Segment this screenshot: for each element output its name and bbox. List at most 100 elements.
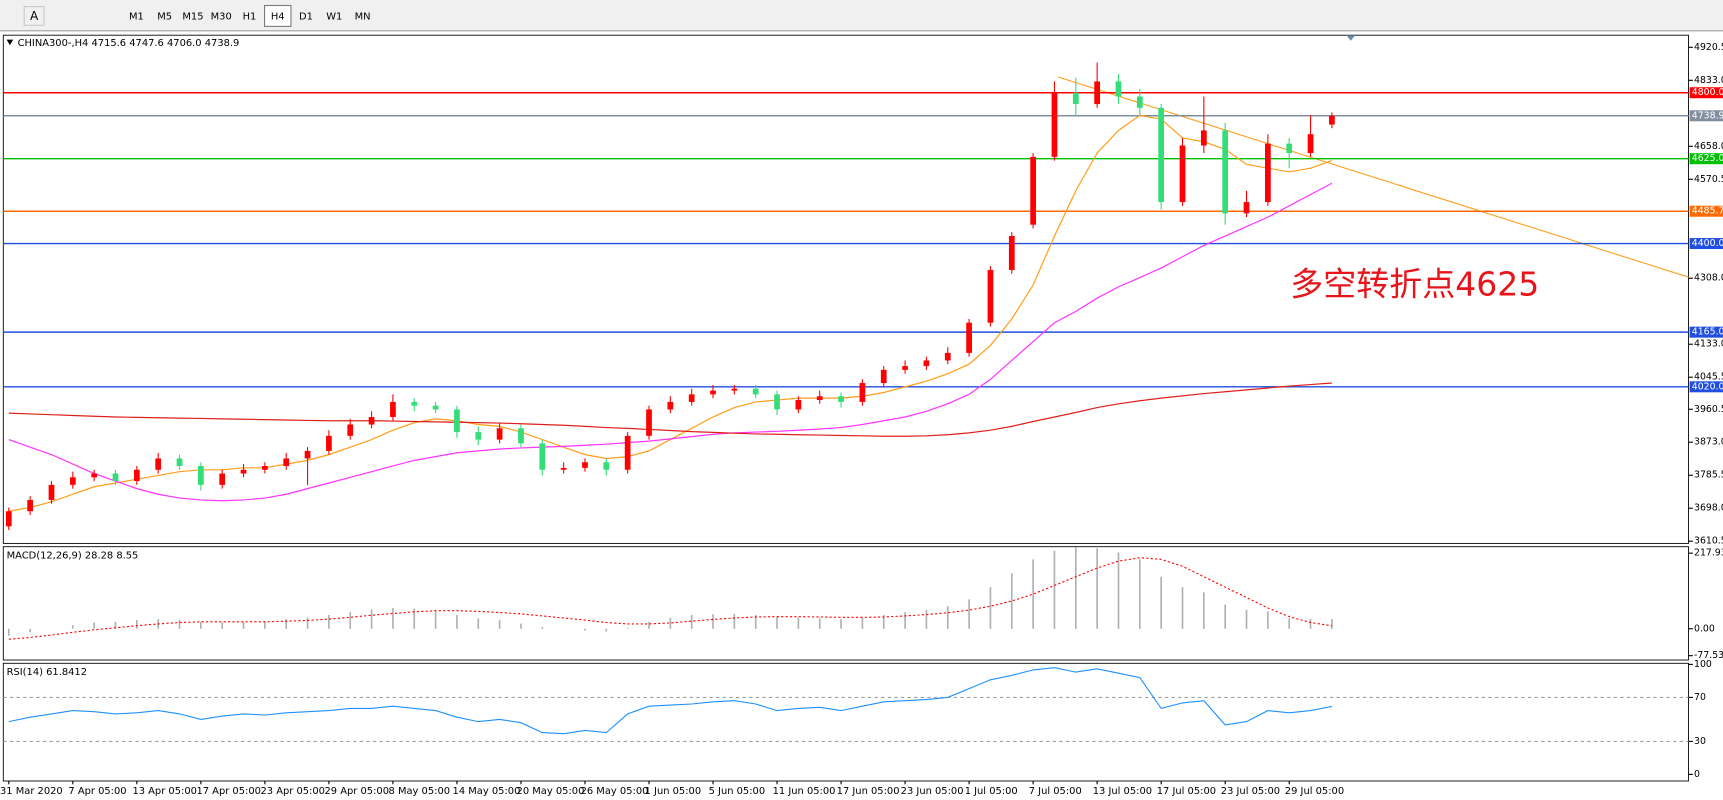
candle-body — [176, 458, 183, 466]
candle-body — [262, 465, 268, 470]
x-tick-label: 7 Apr 05:00 — [68, 786, 126, 797]
candle-body — [219, 473, 226, 485]
candle-body — [1286, 143, 1293, 154]
candle-body — [347, 424, 354, 436]
candle-body — [816, 396, 823, 401]
x-tick-label: 23 Jul 05:00 — [1221, 786, 1280, 797]
timeframe-button[interactable] — [151, 5, 178, 27]
candle-body — [582, 462, 588, 468]
level-label-box — [1689, 153, 1723, 165]
y-tick-label: 4920.5 — [1694, 42, 1723, 53]
y-tick-label: -77.53 — [1694, 650, 1723, 661]
candle-body — [944, 352, 951, 361]
candle-body — [1030, 156, 1036, 225]
candle-body — [795, 400, 802, 410]
level-label: 4738.9 — [1692, 110, 1723, 121]
timeframe-button[interactable] — [349, 5, 376, 27]
candle-body — [966, 322, 972, 353]
candle-body — [155, 458, 162, 470]
y-tick-label: 4833.0 — [1694, 75, 1723, 86]
candle-body — [240, 469, 247, 474]
level-label-box — [1689, 110, 1723, 122]
timeframe-button[interactable] — [264, 4, 292, 27]
chart-title: CHINA300-,H4 4715.6 4747.6 4706.0 4738.9 — [18, 38, 240, 49]
timeframe-label: M1 — [129, 12, 144, 23]
y-tick-label: 0 — [1694, 769, 1700, 780]
y-tick-label: 70 — [1694, 692, 1706, 703]
candle-body — [326, 435, 332, 451]
timeframe-button[interactable] — [179, 5, 207, 27]
candle-body — [1094, 81, 1101, 105]
y-tick-label: 3698.0 — [1694, 503, 1723, 514]
level-label: 4800.0 — [1692, 87, 1723, 98]
x-tick-label: 5 Jun 05:00 — [709, 786, 766, 797]
candle-body — [1051, 92, 1058, 157]
x-tick-label: 23 Jun 05:00 — [901, 786, 964, 797]
candle-body — [880, 369, 887, 384]
collapse-icon — [6, 39, 14, 46]
candle-body — [112, 473, 119, 482]
x-tick-label: 14 May 05:00 — [453, 786, 521, 797]
candle-body — [283, 458, 290, 466]
timeframe-label: D1 — [299, 12, 313, 23]
candle-body — [838, 396, 844, 402]
x-tick-label: 26 May 05:00 — [581, 786, 649, 797]
candle-body — [923, 360, 930, 367]
panel-title: MACD(12,26,9) 28.28 8.55 — [7, 551, 139, 562]
timeframe-button[interactable] — [208, 5, 235, 27]
candle-body — [667, 401, 674, 410]
tool-button[interactable] — [23, 6, 45, 26]
timeframe-button[interactable] — [321, 5, 348, 27]
moving-average — [8, 114, 1333, 512]
y-tick-label: 4133.0 — [1694, 339, 1723, 350]
candle-body — [304, 450, 311, 459]
x-tick-label: 7 Jul 05:00 — [1029, 786, 1082, 797]
candle-body — [198, 465, 204, 485]
timeframe-label: MN — [355, 12, 371, 23]
y-tick-label: 3960.5 — [1694, 404, 1723, 415]
candle-body — [1200, 130, 1207, 146]
level-label: 4625.0 — [1692, 153, 1723, 164]
level-label: 4165.0 — [1692, 327, 1723, 338]
moving-average — [8, 382, 1332, 437]
x-tick-label: 11 Jun 05:00 — [773, 786, 836, 797]
timeframe-label: H1 — [243, 12, 257, 23]
candle-body — [1072, 92, 1079, 105]
candle-body — [1008, 236, 1015, 270]
timeframe-button[interactable] — [123, 5, 150, 27]
candle-body — [1329, 115, 1335, 125]
candle-body — [133, 469, 140, 482]
candle-body — [27, 499, 34, 512]
x-tick-label: 1 Jul 05:00 — [965, 786, 1018, 797]
x-tick-label: 20 May 05:00 — [517, 786, 585, 797]
candle-body — [603, 462, 610, 470]
level-label: 4400.0 — [1692, 238, 1723, 249]
y-tick-label: 3610.5 — [1694, 536, 1723, 547]
x-tick-label: 17 Jun 05:00 — [837, 786, 900, 797]
trend-line — [1058, 76, 1689, 278]
candle-body — [774, 394, 780, 410]
x-tick-label: 13 Apr 05:00 — [132, 786, 197, 797]
level-label: 4020.0 — [1692, 381, 1723, 392]
timeframe-label: M30 — [211, 12, 232, 23]
timeframe-button[interactable] — [292, 5, 320, 27]
timeframe-label: H4 — [271, 12, 285, 23]
candle-body — [1136, 96, 1143, 108]
candle-body — [475, 432, 482, 440]
candle-body — [1307, 134, 1314, 154]
timeframe-button[interactable] — [236, 5, 263, 27]
candle-body — [48, 484, 55, 500]
level-label-box — [1689, 87, 1723, 99]
candle-body — [432, 405, 439, 410]
x-tick-label: 29 Jul 05:00 — [1285, 786, 1344, 797]
macd-signal — [8, 557, 1332, 640]
level-label-box — [1689, 381, 1723, 393]
x-tick-label: 13 Jul 05:00 — [1093, 786, 1152, 797]
candle-body — [560, 467, 567, 470]
rsi-panel — [2, 662, 1689, 782]
candle-body — [987, 269, 994, 323]
tool-label: A — [30, 9, 39, 23]
level-label-box — [1689, 205, 1723, 217]
candle-body — [688, 394, 695, 402]
x-tick-label: 17 Apr 05:00 — [196, 786, 261, 797]
